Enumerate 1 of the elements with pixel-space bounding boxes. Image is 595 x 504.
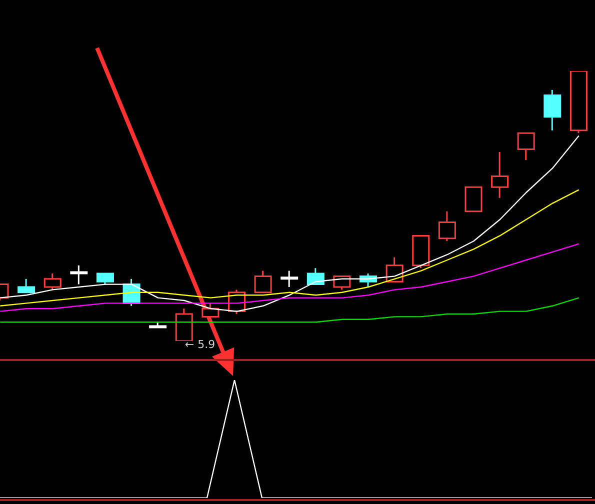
annotation: ← 5.9 <box>184 338 216 351</box>
